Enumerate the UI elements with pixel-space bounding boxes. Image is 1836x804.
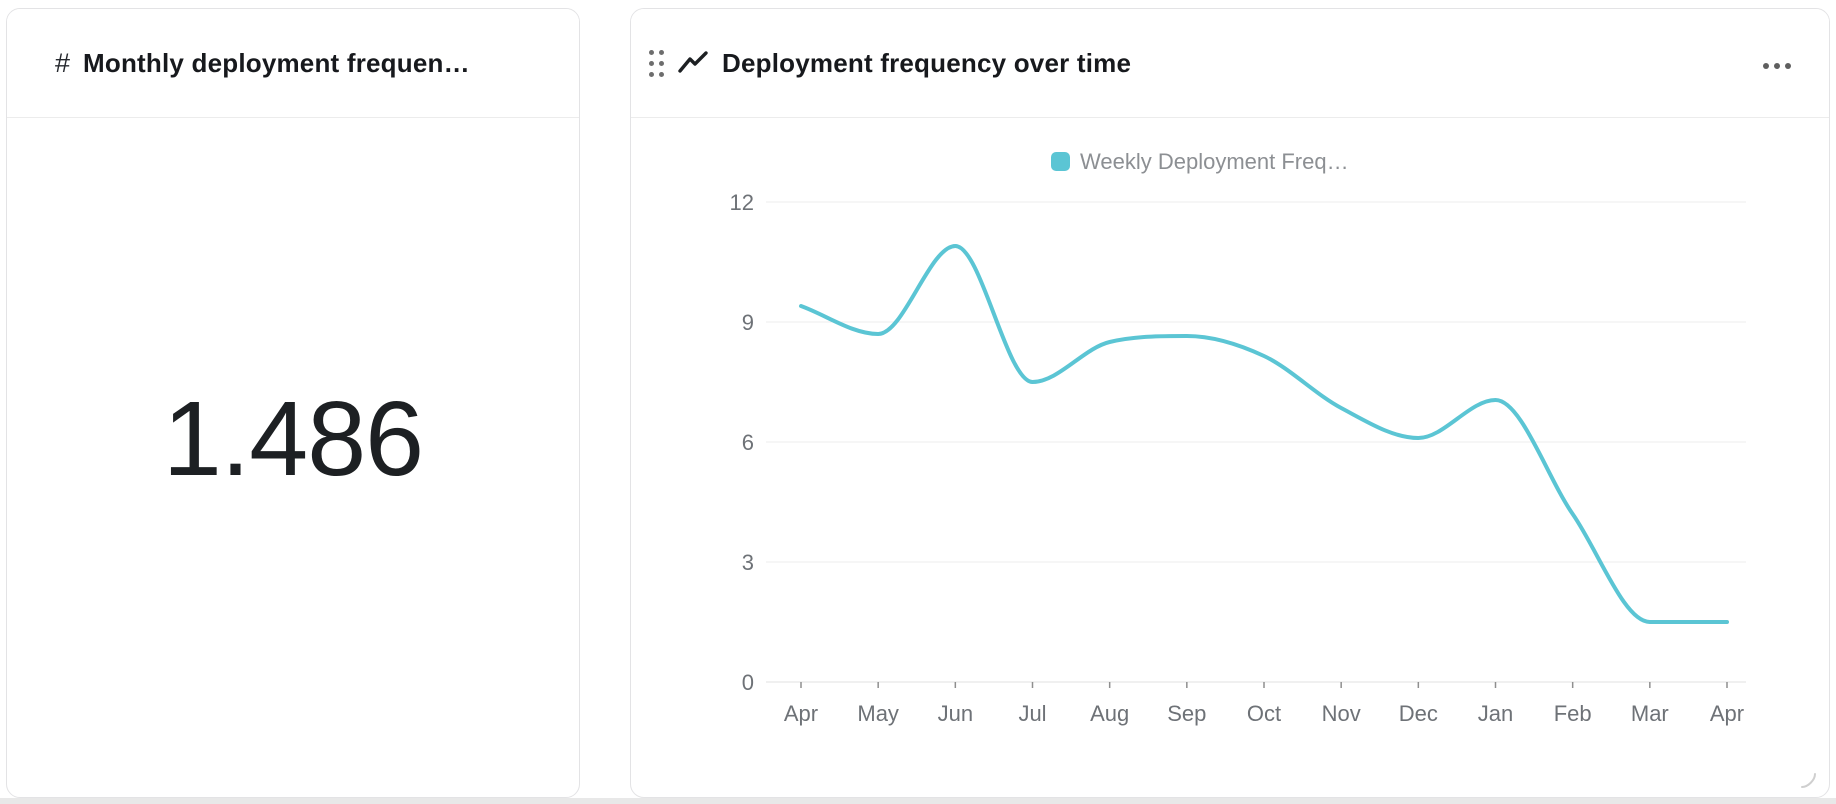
x-axis-label: Jan <box>1478 701 1513 726</box>
ellipsis-menu-button[interactable] <box>1759 59 1795 73</box>
resize-handle-icon[interactable] <box>1799 771 1817 789</box>
x-axis-label: Dec <box>1399 701 1438 726</box>
x-axis-label: Feb <box>1554 701 1592 726</box>
y-axis-label: 9 <box>742 310 754 335</box>
x-axis-label: Sep <box>1167 701 1206 726</box>
stat-widget-title: Monthly deployment frequen… <box>83 47 470 78</box>
x-axis-label: Jun <box>938 701 973 726</box>
line-chart[interactable]: 0 3 6 9 12 Apr May Jun Jul Aug Sep Oct Nov Dec Jan Feb M… <box>631 118 1830 798</box>
stat-value: 1.486 <box>162 380 424 498</box>
x-axis-label: Nov <box>1322 701 1361 726</box>
x-axis-label: Mar <box>1631 701 1669 726</box>
chart-widget-card: Deployment frequency over time 0 3 6 9 12 Apr… <box>630 8 1830 798</box>
y-axis-label: 6 <box>742 430 754 455</box>
x-axis-label: Apr <box>1710 701 1744 726</box>
hash-icon: # <box>55 47 71 78</box>
x-axis-label: Apr <box>784 701 818 726</box>
y-axis-label: 0 <box>742 670 754 695</box>
chart-area[interactable]: 0 3 6 9 12 Apr May Jun Jul Aug Sep Oct Nov Dec Jan Feb M… <box>631 118 1830 798</box>
series-line <box>799 244 1729 624</box>
stat-widget-body: 1.486 <box>7 118 579 797</box>
legend-label[interactable]: Weekly Deployment Freq… <box>1080 149 1349 174</box>
chart-widget-header: Deployment frequency over time <box>631 9 1829 118</box>
next-row-edge <box>0 798 1836 804</box>
stat-widget-header: # Monthly deployment frequen… <box>7 9 579 118</box>
x-axis-label: Oct <box>1247 701 1281 726</box>
stat-widget-card: # Monthly deployment frequen… 1.486 <box>6 8 580 798</box>
drag-handle-icon[interactable] <box>649 49 664 77</box>
x-axis-label: May <box>857 701 899 726</box>
y-axis-label: 12 <box>730 190 754 215</box>
x-axis-label: Jul <box>1018 701 1046 726</box>
legend-swatch[interactable] <box>1051 152 1070 171</box>
chart-widget-title: Deployment frequency over time <box>722 47 1132 78</box>
y-axis-label: 3 <box>742 550 754 575</box>
x-axis-label: Aug <box>1090 701 1129 726</box>
line-chart-icon <box>677 50 709 76</box>
